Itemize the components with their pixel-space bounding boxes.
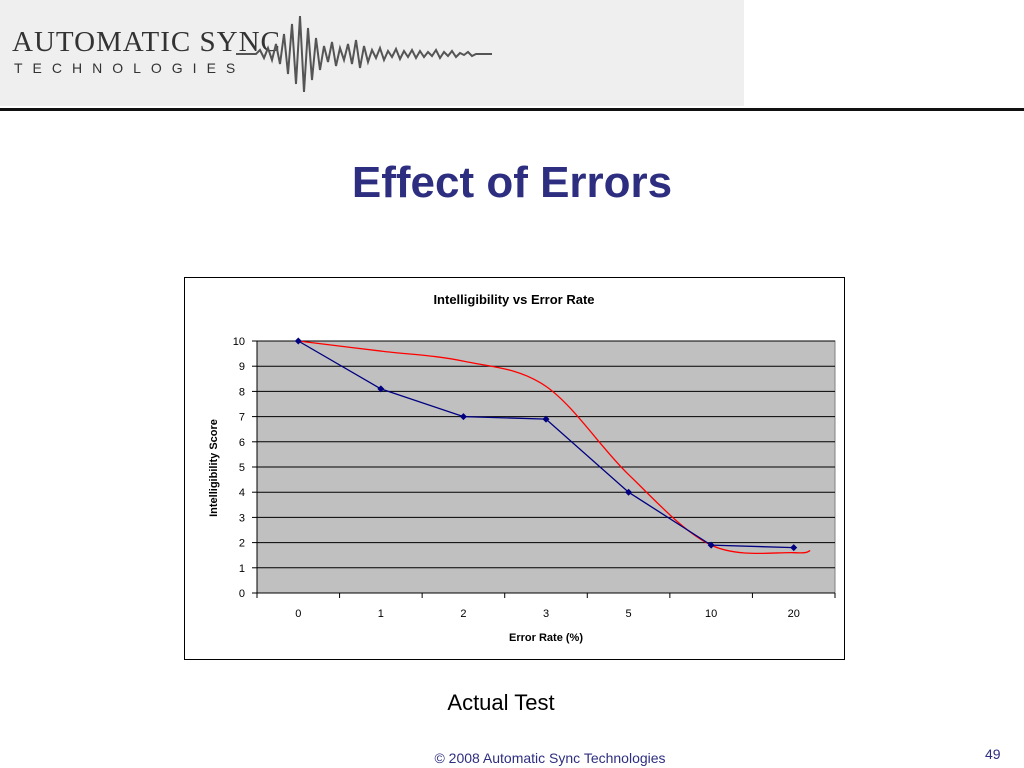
y-tick-label: 2 <box>239 538 245 550</box>
data-point <box>542 415 550 423</box>
data-point <box>459 413 467 421</box>
y-tick-label: 5 <box>239 462 245 474</box>
x-tick-label: 3 <box>543 608 549 620</box>
line-chart: Intelligibility vs Error Rate 0 1 2 3 4 5 6 7 8 9… <box>208 292 836 644</box>
chart-caption: Actual Test <box>447 690 555 715</box>
slide-title: Effect of Errors <box>351 158 673 207</box>
data-point <box>707 541 715 549</box>
x-axis-ticks: 0 1 2 3 5 10 20 <box>256 593 836 620</box>
x-tick-label: 10 <box>705 608 717 620</box>
gridlines <box>257 340 835 569</box>
data-point <box>790 544 798 552</box>
x-tick-label: 5 <box>626 608 632 620</box>
y-tick-label: 6 <box>239 437 245 449</box>
y-tick-label: 9 <box>239 361 245 373</box>
data-point <box>294 337 302 345</box>
trend-line <box>298 340 811 555</box>
data-point <box>377 385 385 393</box>
data-point <box>625 488 633 496</box>
y-tick-label: 1 <box>239 563 245 575</box>
y-tick-label: 7 <box>239 412 245 424</box>
y-tick-label: 4 <box>239 487 245 499</box>
y-tick-label: 8 <box>239 386 245 398</box>
x-tick-label: 20 <box>788 608 800 620</box>
page-number: 49 <box>985 746 1001 762</box>
y-tick-label: 3 <box>239 512 245 524</box>
footer-copyright: © 2008 Automatic Sync Technologies <box>434 750 666 766</box>
header-divider <box>0 108 1024 111</box>
chart-title: Intelligibility vs Error Rate <box>433 292 594 307</box>
y-tick-label: 10 <box>233 336 245 348</box>
data-markers <box>294 337 798 552</box>
x-tick-label: 2 <box>460 608 466 620</box>
waveform-logo-icon <box>236 15 492 93</box>
x-tick-label: 0 <box>295 608 301 620</box>
x-axis-title: Error Rate (%) <box>509 632 583 644</box>
x-tick-label: 1 <box>378 608 384 620</box>
y-axis-title: Intelligibility Score <box>208 419 220 517</box>
logo-wordmark: AUTOMATIC SYNC <box>12 26 281 58</box>
y-axis-ticks: 0 1 2 3 4 5 6 7 8 9 10 <box>233 336 257 600</box>
logo-tagline: TECHNOLOGIES <box>14 60 246 76</box>
y-tick-label: 0 <box>239 588 245 600</box>
chart-frame: Intelligibility vs Error Rate 0 1 2 3 4 5 6 7 8 9… <box>184 277 845 660</box>
